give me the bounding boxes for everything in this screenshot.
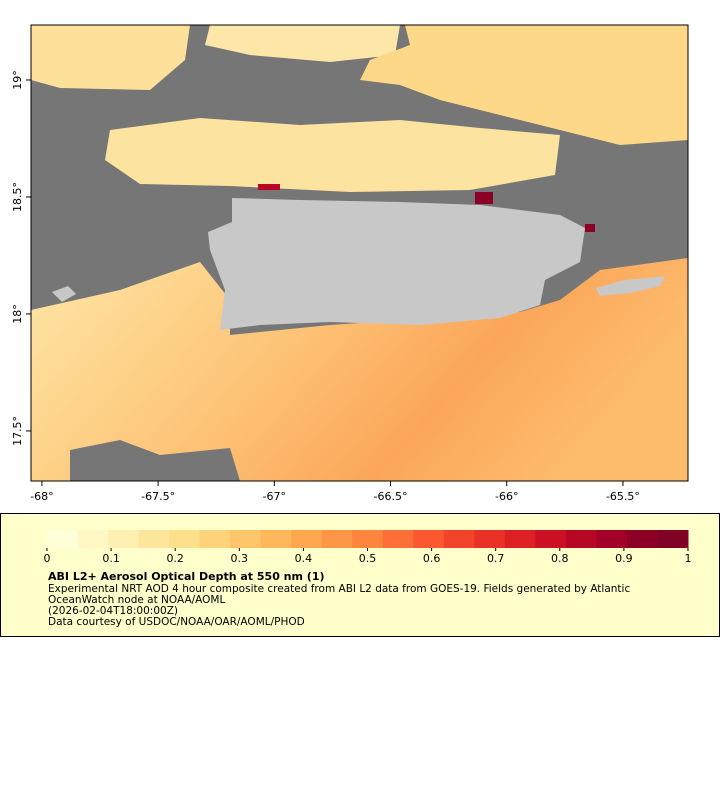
y-tick-label: 17.5° <box>11 416 24 446</box>
colorbar-tick-label: 0.2 <box>166 552 184 565</box>
colorbar-swatch <box>382 530 414 548</box>
colorbar-swatch <box>443 530 475 548</box>
colorbar-tick-label: 0.4 <box>295 552 313 565</box>
colorbar-swatch <box>535 530 567 548</box>
colorbar-tick-label: 0.1 <box>102 552 120 565</box>
colorbar-tick-label: 1 <box>685 552 692 565</box>
aerosol-field <box>105 118 560 192</box>
x-tick-label: -68° <box>30 490 53 503</box>
colorbar-swatch <box>504 530 536 548</box>
legend-title: ABI L2+ Aerosol Optical Depth at 550 nm … <box>48 570 325 583</box>
legend-text: (2026-02-04T18:00:00Z) <box>48 605 178 617</box>
colorbar-swatch <box>138 530 170 548</box>
legend-text: Data courtesy of USDOC/NOAA/OAR/AOML/PHO… <box>48 616 305 628</box>
aerosol-cell <box>475 192 493 204</box>
colorbar-swatch <box>474 530 506 548</box>
x-tick-label: -67.5° <box>141 490 175 503</box>
colorbar-tick-label: 0.5 <box>359 552 377 565</box>
colorbar-tick-label: 0.3 <box>231 552 249 565</box>
y-tick-label: 18° <box>11 304 24 324</box>
colorbar-tick-label: 0 <box>44 552 51 565</box>
colorbar-swatch <box>169 530 201 548</box>
x-tick-label: -66.5° <box>374 490 408 503</box>
colorbar: 0 0.1 0.2 0.3 0.4 0.5 0.6 0.7 0.8 0.9 1 <box>44 530 692 565</box>
map-frame <box>30 24 689 482</box>
aerosol-field <box>31 25 190 90</box>
colorbar-swatch <box>596 530 628 548</box>
land <box>52 286 76 302</box>
colorbar-swatch <box>260 530 292 548</box>
colorbar-swatch <box>565 530 597 548</box>
colorbar-tick-label: 0.6 <box>423 552 441 565</box>
colorbar-tick-label: 0.9 <box>615 552 633 565</box>
legend-text: Experimental NRT AOD 4 hour composite cr… <box>48 583 630 595</box>
land <box>208 198 585 330</box>
x-tick-label: -65.5° <box>606 490 640 503</box>
colorbar-swatch <box>413 530 445 548</box>
aerosol-field <box>360 25 688 145</box>
colorbar-swatch <box>657 530 689 548</box>
colorbar-tick-label: 0.8 <box>551 552 569 565</box>
x-tick-label: -66° <box>495 490 518 503</box>
axes: -68° -67.5° -67° -66.5° -66° -65.5° 17.5° 18° 18… <box>11 70 640 503</box>
colorbar-swatch <box>108 530 140 548</box>
no-data <box>70 440 240 481</box>
colorbar-tick-label: 0.7 <box>487 552 505 565</box>
aerosol-field <box>31 258 688 481</box>
y-tick-label: 19° <box>11 70 24 90</box>
colorbar-swatch <box>199 530 231 548</box>
x-tick-label: -67° <box>263 490 286 503</box>
aerosol-cell <box>585 224 595 232</box>
colorbar-swatch <box>47 530 79 548</box>
colorbar-swatch <box>352 530 384 548</box>
aerosol-field <box>205 25 400 62</box>
colorbar-swatch <box>321 530 353 548</box>
aerosol-cell <box>258 184 280 190</box>
y-tick-label: 18.5° <box>11 182 24 212</box>
legend-text: OceanWatch node at NOAA/AOML <box>48 594 225 606</box>
map <box>31 25 688 481</box>
colorbar-swatch <box>626 530 658 548</box>
colorbar-swatch <box>77 530 109 548</box>
colorbar-swatch <box>230 530 262 548</box>
colorbar-swatch <box>291 530 323 548</box>
land <box>596 276 665 296</box>
